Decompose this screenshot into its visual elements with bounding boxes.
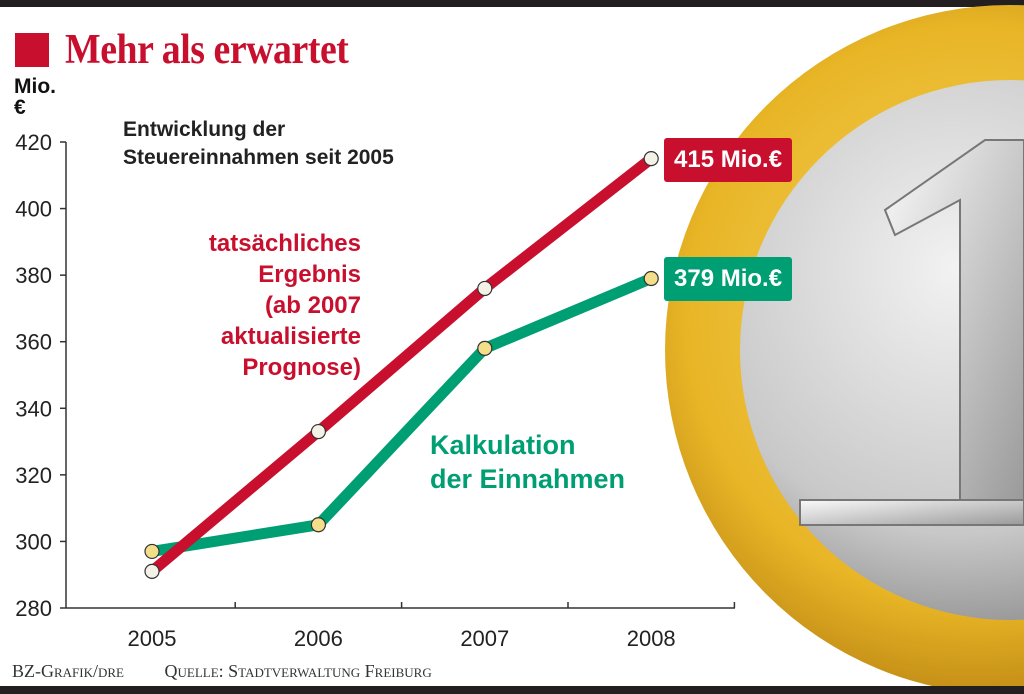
y-tick-label: 300 xyxy=(15,529,52,554)
label-line: Ergebnis xyxy=(258,261,361,288)
y-axis-label-line1: Mio. xyxy=(14,75,56,98)
y-tick-label: 340 xyxy=(15,396,52,421)
y-tick-label: 420 xyxy=(15,130,52,155)
x-tick-label: 2005 xyxy=(128,626,177,651)
y-tick-label: 280 xyxy=(15,596,52,621)
y-axis-label: Mio. € xyxy=(14,76,56,118)
subtitle-line2: Steuereinnahmen seit 2005 xyxy=(123,146,394,169)
label-line: Kalkulation xyxy=(430,430,576,460)
data-point xyxy=(310,517,326,533)
label-line: (ab 2007 xyxy=(264,292,361,319)
series-label-calculation: Kalkulation der Einnahmen xyxy=(430,428,625,496)
footer: BZ-Grafik/dre Quelle: Stadtverwaltung Fr… xyxy=(12,661,468,682)
chart-series xyxy=(144,151,659,579)
y-tick-label: 320 xyxy=(15,463,52,488)
label-line: tatsächliches xyxy=(208,230,361,257)
label-line: Prognose) xyxy=(242,354,361,381)
chart-subtitle: Entwicklung der Steuereinnahmen seit 200… xyxy=(123,116,394,172)
y-tick-label: 360 xyxy=(15,330,52,355)
y-axis-label-line2: € xyxy=(14,96,26,119)
label-line: der Einnahmen xyxy=(430,464,626,494)
bottom-rule xyxy=(0,686,1024,694)
y-tick-label: 380 xyxy=(15,263,52,288)
chart-axes: 280 300 320 340 360 380 400 420 2005 2006 2007 2008 xyxy=(15,130,736,651)
series-label-actual: tatsächliches Ergebnis (ab 2007 aktualis… xyxy=(209,228,361,383)
series-line-actual xyxy=(146,153,657,577)
data-point xyxy=(477,280,493,297)
graphic-credit: BZ-Grafik/dre xyxy=(12,661,125,681)
x-tick-label: 2006 xyxy=(294,626,343,651)
label-line: aktualisierte xyxy=(220,323,361,350)
end-value-badge-actual: 415 Mio.€ xyxy=(664,138,793,182)
data-point xyxy=(643,151,659,167)
series-line-calculation xyxy=(146,272,657,557)
chart-title: Mehr als erwartet xyxy=(15,26,380,74)
y-tick-label: 400 xyxy=(15,197,52,222)
data-point xyxy=(144,543,160,560)
euro-coin-illustration xyxy=(665,5,1024,694)
title-marker xyxy=(15,33,49,67)
x-tick-label: 2007 xyxy=(460,626,509,651)
source-note: Quelle: Stadtverwaltung Freiburg xyxy=(164,661,432,681)
title-text: Mehr als erwartet xyxy=(65,27,349,73)
data-point xyxy=(477,340,493,356)
end-value-badge-calculation: 379 Mio.€ xyxy=(664,257,793,301)
data-point xyxy=(144,563,160,579)
data-point xyxy=(310,423,326,440)
subtitle-line1: Entwicklung der xyxy=(123,118,286,141)
top-rule xyxy=(0,0,1024,7)
data-point xyxy=(643,270,659,287)
x-tick-label: 2008 xyxy=(627,626,676,651)
